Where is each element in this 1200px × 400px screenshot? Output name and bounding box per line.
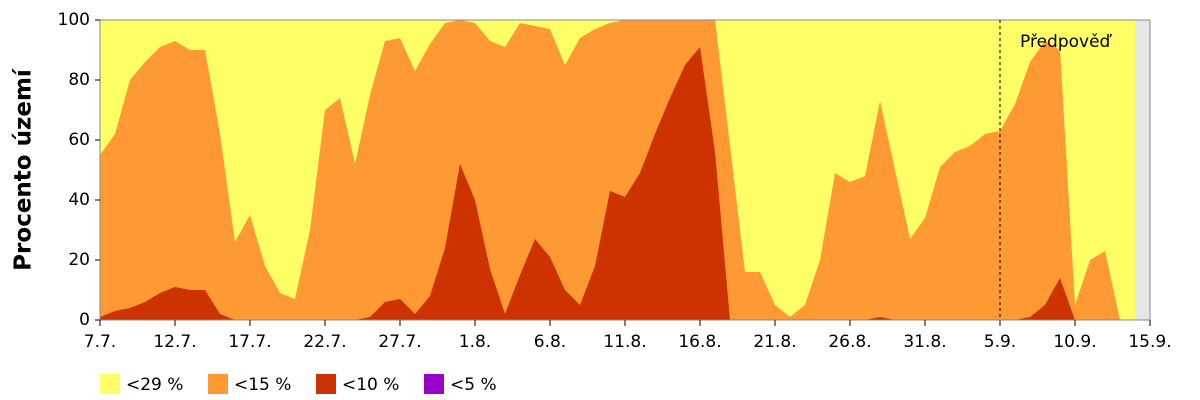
y-tick-label: 100: [58, 10, 90, 30]
x-tick-label: 15.9.: [1128, 332, 1171, 352]
y-tick-label: 20: [68, 250, 90, 270]
x-tick-label: 12.7.: [153, 332, 196, 352]
x-tick-label: 31.8.: [903, 332, 946, 352]
x-tick-label: 6.8.: [534, 332, 566, 352]
legend-label: <10 %: [342, 375, 399, 395]
legend-swatch: [100, 374, 120, 394]
x-tick-label: 16.8.: [678, 332, 721, 352]
x-tick-label: 27.7.: [378, 332, 421, 352]
x-tick-label: 10.9.: [1053, 332, 1096, 352]
annotation: Předpověď: [1020, 32, 1113, 52]
area: [100, 20, 1135, 320]
y-axis-label: Procento území: [11, 68, 37, 271]
area: [100, 47, 1135, 320]
y-tick-label: 40: [68, 190, 90, 210]
legend-label: <29 %: [126, 375, 183, 395]
legend-swatch: [208, 374, 228, 394]
x-tick-label: 7.7.: [84, 332, 116, 352]
legend-label: <15 %: [234, 375, 291, 395]
x-tick-label: 22.7.: [303, 332, 346, 352]
legend-label: <5 %: [450, 375, 497, 395]
legend-swatch: [316, 374, 336, 394]
legend-swatch: [424, 374, 444, 394]
x-tick-label: 11.8.: [603, 332, 646, 352]
y-tick-label: 0: [79, 310, 90, 330]
x-tick-label: 1.8.: [459, 332, 491, 352]
x-tick-label: 5.9.: [984, 332, 1016, 352]
x-tick-label: 17.7.: [228, 332, 271, 352]
x-tick-label: 26.8.: [828, 332, 871, 352]
x-tick-label: 21.8.: [753, 332, 796, 352]
y-tick-label: 60: [68, 130, 90, 150]
y-tick-label: 80: [68, 70, 90, 90]
